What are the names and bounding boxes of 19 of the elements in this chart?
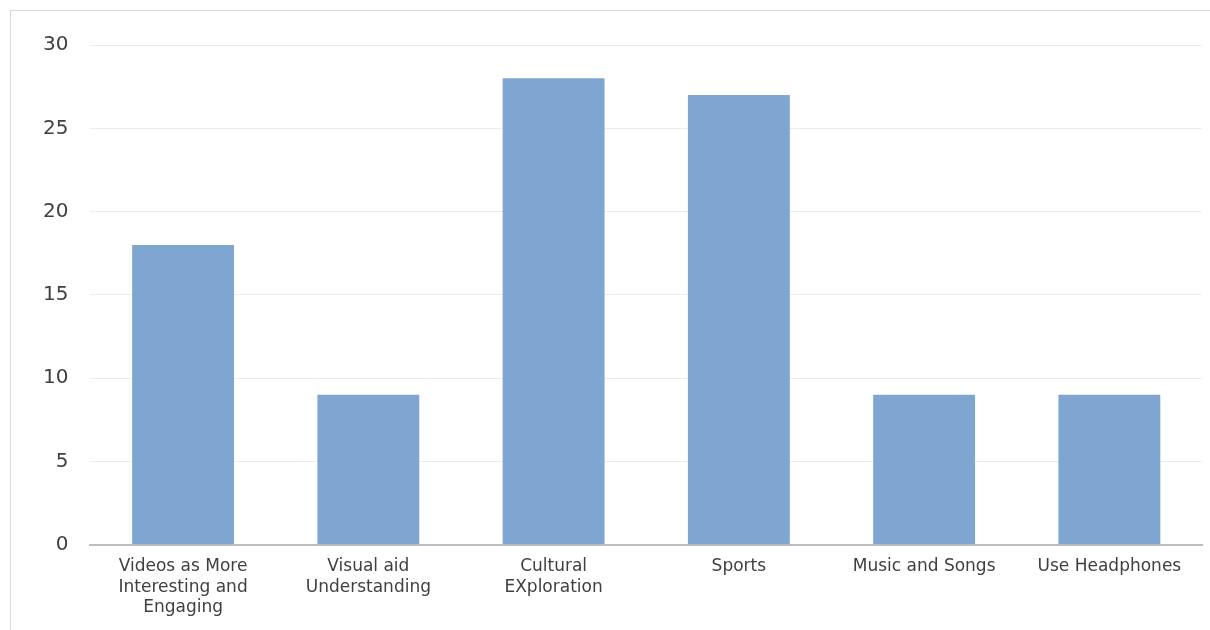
- bar: [873, 394, 976, 545]
- y-tick-label: 20: [43, 197, 69, 222]
- bar: [317, 394, 420, 545]
- y-tick-label: 15: [43, 281, 69, 306]
- x-tick-label: Cultural EXploration: [504, 555, 603, 596]
- y-tick-label: 10: [43, 364, 69, 389]
- bar: [132, 244, 235, 545]
- x-tick-label: Videos as More Interesting and Engaging: [118, 555, 248, 617]
- x-tick-label: Visual aid Understanding: [305, 555, 431, 596]
- x-tick-label: Use Headphones: [1037, 555, 1182, 576]
- y-tick-label: 5: [55, 447, 69, 472]
- bar: [1058, 394, 1161, 545]
- bar: [502, 78, 605, 545]
- x-tick-label: Sports: [711, 555, 767, 576]
- y-tick-label: 0: [55, 531, 69, 555]
- x-tick-label: Music and Songs: [852, 555, 996, 576]
- bar: [687, 94, 790, 545]
- y-tick-label: 25: [43, 114, 69, 139]
- y-tick-label: 30: [43, 31, 69, 56]
